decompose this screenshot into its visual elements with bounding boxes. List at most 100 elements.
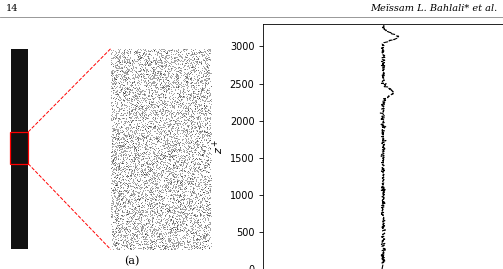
- Point: [192, 148, 200, 152]
- Point: [178, 193, 186, 198]
- Point: [108, 209, 116, 214]
- Point: [195, 83, 203, 88]
- Point: [134, 153, 142, 157]
- Point: [111, 161, 119, 166]
- Point: [112, 167, 120, 171]
- Point: [124, 49, 132, 54]
- Point: [130, 80, 138, 84]
- Point: [109, 128, 117, 132]
- Point: [114, 242, 122, 246]
- Point: [151, 61, 159, 65]
- Point: [193, 100, 201, 104]
- Point: [202, 165, 210, 169]
- Point: [115, 115, 123, 120]
- Point: [116, 143, 124, 147]
- Point: [133, 214, 141, 218]
- Point: [169, 228, 177, 232]
- Point: [127, 192, 135, 197]
- Point: [114, 185, 122, 189]
- Point: [109, 230, 117, 234]
- Point: [204, 81, 212, 85]
- Point: [191, 205, 199, 209]
- Point: [136, 183, 144, 187]
- Point: [166, 181, 174, 186]
- Point: [185, 127, 193, 131]
- Point: [159, 123, 167, 128]
- Point: [203, 98, 211, 103]
- Point: [110, 166, 118, 171]
- Point: [167, 59, 175, 63]
- Point: [171, 109, 179, 114]
- Point: [140, 79, 148, 83]
- Point: [146, 123, 154, 128]
- Point: [122, 71, 130, 76]
- Point: [147, 102, 155, 106]
- Point: [150, 151, 158, 155]
- Point: [145, 88, 153, 92]
- Point: [126, 181, 134, 186]
- Point: [142, 178, 150, 183]
- Point: [165, 63, 173, 67]
- Point: [170, 165, 178, 170]
- Point: [194, 180, 202, 184]
- Point: [111, 227, 119, 232]
- Point: [175, 222, 183, 227]
- Point: [189, 233, 197, 237]
- Point: [202, 115, 210, 120]
- Point: [131, 49, 139, 53]
- Point: [184, 146, 192, 150]
- Point: [166, 180, 175, 184]
- Point: [125, 106, 133, 110]
- Point: [128, 236, 136, 240]
- Point: [201, 59, 209, 64]
- Point: [163, 86, 172, 90]
- Point: [181, 165, 189, 169]
- Point: [187, 168, 195, 172]
- Point: [169, 172, 177, 176]
- Point: [135, 69, 143, 73]
- Point: [188, 129, 196, 133]
- Point: [192, 100, 200, 104]
- Point: [200, 134, 208, 139]
- Point: [194, 166, 202, 170]
- Point: [186, 179, 194, 184]
- Point: [152, 69, 160, 73]
- Point: [188, 130, 196, 134]
- Point: [131, 176, 139, 180]
- Point: [123, 155, 131, 160]
- Point: [133, 100, 141, 104]
- Point: [144, 126, 152, 130]
- Point: [184, 161, 192, 165]
- Point: [127, 174, 135, 178]
- Point: [183, 211, 191, 215]
- Point: [144, 146, 152, 151]
- Point: [136, 108, 144, 112]
- Point: [147, 98, 155, 103]
- Point: [114, 241, 122, 245]
- Point: [165, 208, 173, 213]
- Point: [138, 94, 146, 99]
- Point: [133, 236, 141, 241]
- Point: [163, 209, 172, 213]
- Point: [134, 190, 142, 195]
- Point: [152, 62, 160, 66]
- Point: [116, 69, 124, 73]
- Point: [113, 88, 121, 93]
- Point: [119, 135, 127, 139]
- Point: [115, 90, 123, 94]
- Point: [114, 144, 122, 148]
- Point: [123, 232, 131, 237]
- Point: [193, 106, 201, 111]
- Point: [148, 222, 156, 226]
- Point: [151, 105, 159, 109]
- Point: [192, 131, 200, 136]
- Point: [129, 125, 137, 129]
- Point: [156, 110, 164, 115]
- Point: [152, 146, 160, 151]
- Point: [202, 204, 210, 208]
- Point: [158, 198, 166, 202]
- Point: [141, 89, 149, 93]
- Point: [202, 204, 210, 208]
- Point: [111, 99, 119, 103]
- Point: [163, 160, 172, 164]
